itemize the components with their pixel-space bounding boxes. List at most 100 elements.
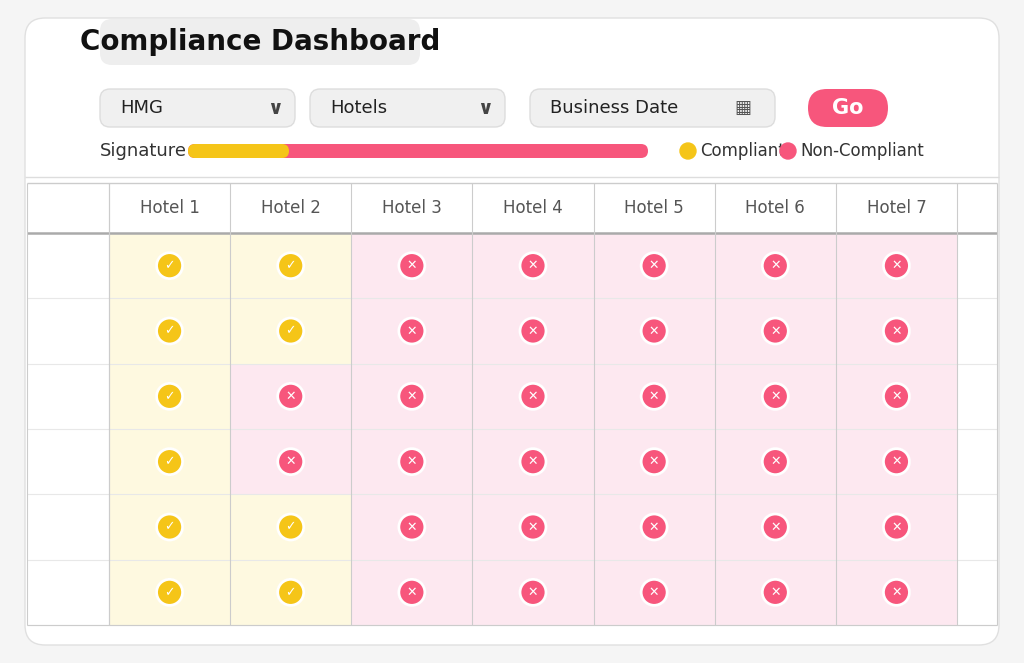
Bar [472,429,594,495]
Bar [109,364,230,429]
Text: Hotel 6: Hotel 6 [745,199,805,217]
Text: Signature: Signature [100,142,187,160]
FancyBboxPatch shape [25,18,999,645]
FancyBboxPatch shape [100,89,295,127]
Circle shape [641,449,668,475]
Text: ✕: ✕ [407,586,417,599]
Text: ✓: ✓ [164,324,175,337]
Circle shape [520,253,546,278]
Text: ✓: ✓ [164,520,175,534]
Circle shape [399,253,425,278]
Circle shape [641,253,668,278]
Bar [351,233,472,298]
Circle shape [157,318,182,344]
Circle shape [884,318,909,344]
FancyBboxPatch shape [188,144,648,158]
Text: Hotel 5: Hotel 5 [625,199,684,217]
Circle shape [884,383,909,409]
Text: ✕: ✕ [407,259,417,272]
Text: ✕: ✕ [527,586,539,599]
Text: Hotel 1: Hotel 1 [139,199,200,217]
Circle shape [157,253,182,278]
Text: Hotel 7: Hotel 7 [866,199,927,217]
Bar [472,233,594,298]
Bar [472,364,594,429]
Circle shape [762,383,788,409]
Text: ✕: ✕ [891,259,902,272]
Text: Hotels: Hotels [330,99,387,117]
Text: ✕: ✕ [891,586,902,599]
Text: ✕: ✕ [891,520,902,534]
Text: ✕: ✕ [527,520,539,534]
Circle shape [641,383,668,409]
Text: ✕: ✕ [770,390,780,403]
Circle shape [762,449,788,475]
Text: HMG: HMG [120,99,163,117]
Text: ✕: ✕ [527,259,539,272]
Bar [472,560,594,625]
Text: ✕: ✕ [770,259,780,272]
Text: Hotel 2: Hotel 2 [261,199,321,217]
Bar [594,233,715,298]
Text: ✓: ✓ [164,586,175,599]
Text: ✕: ✕ [407,390,417,403]
Text: Compliant: Compliant [700,142,784,160]
Circle shape [278,514,304,540]
Bar [715,495,836,560]
Circle shape [762,253,788,278]
Text: ✕: ✕ [891,390,902,403]
Bar [109,495,230,560]
Text: ✕: ✕ [649,390,659,403]
Bar [715,233,836,298]
Bar [351,298,472,364]
Bar [230,429,351,495]
Text: ✕: ✕ [649,324,659,337]
Circle shape [762,318,788,344]
Bar [230,560,351,625]
FancyBboxPatch shape [808,89,888,127]
Text: ✓: ✓ [164,390,175,403]
Text: ✕: ✕ [407,455,417,468]
Text: ✕: ✕ [527,324,539,337]
Text: ✕: ✕ [649,520,659,534]
Text: ✕: ✕ [286,390,296,403]
Circle shape [157,449,182,475]
Circle shape [157,514,182,540]
Bar [715,560,836,625]
Circle shape [641,514,668,540]
Text: Hotel 4: Hotel 4 [503,199,563,217]
Circle shape [399,579,425,605]
Text: ✕: ✕ [649,586,659,599]
Bar [472,298,594,364]
Text: Non-Compliant: Non-Compliant [800,142,924,160]
Text: ✕: ✕ [770,586,780,599]
Bar [594,429,715,495]
Text: Business Date: Business Date [550,99,678,117]
FancyBboxPatch shape [530,89,775,127]
Circle shape [884,579,909,605]
Circle shape [399,318,425,344]
Circle shape [520,383,546,409]
Text: ✕: ✕ [770,520,780,534]
Text: ✓: ✓ [286,520,296,534]
Circle shape [641,579,668,605]
Bar [836,233,957,298]
Text: Go: Go [833,98,864,118]
Circle shape [157,579,182,605]
Text: ✓: ✓ [286,259,296,272]
Text: ✓: ✓ [286,324,296,337]
Bar [715,364,836,429]
Circle shape [780,143,796,159]
Circle shape [399,383,425,409]
Circle shape [278,449,304,475]
Bar [109,298,230,364]
Bar [351,364,472,429]
Text: ▦: ▦ [734,99,752,117]
Circle shape [520,449,546,475]
Text: ✕: ✕ [891,455,902,468]
Text: ∨: ∨ [267,99,283,117]
FancyBboxPatch shape [100,19,420,65]
Circle shape [399,514,425,540]
Text: ✕: ✕ [649,455,659,468]
Bar [351,429,472,495]
